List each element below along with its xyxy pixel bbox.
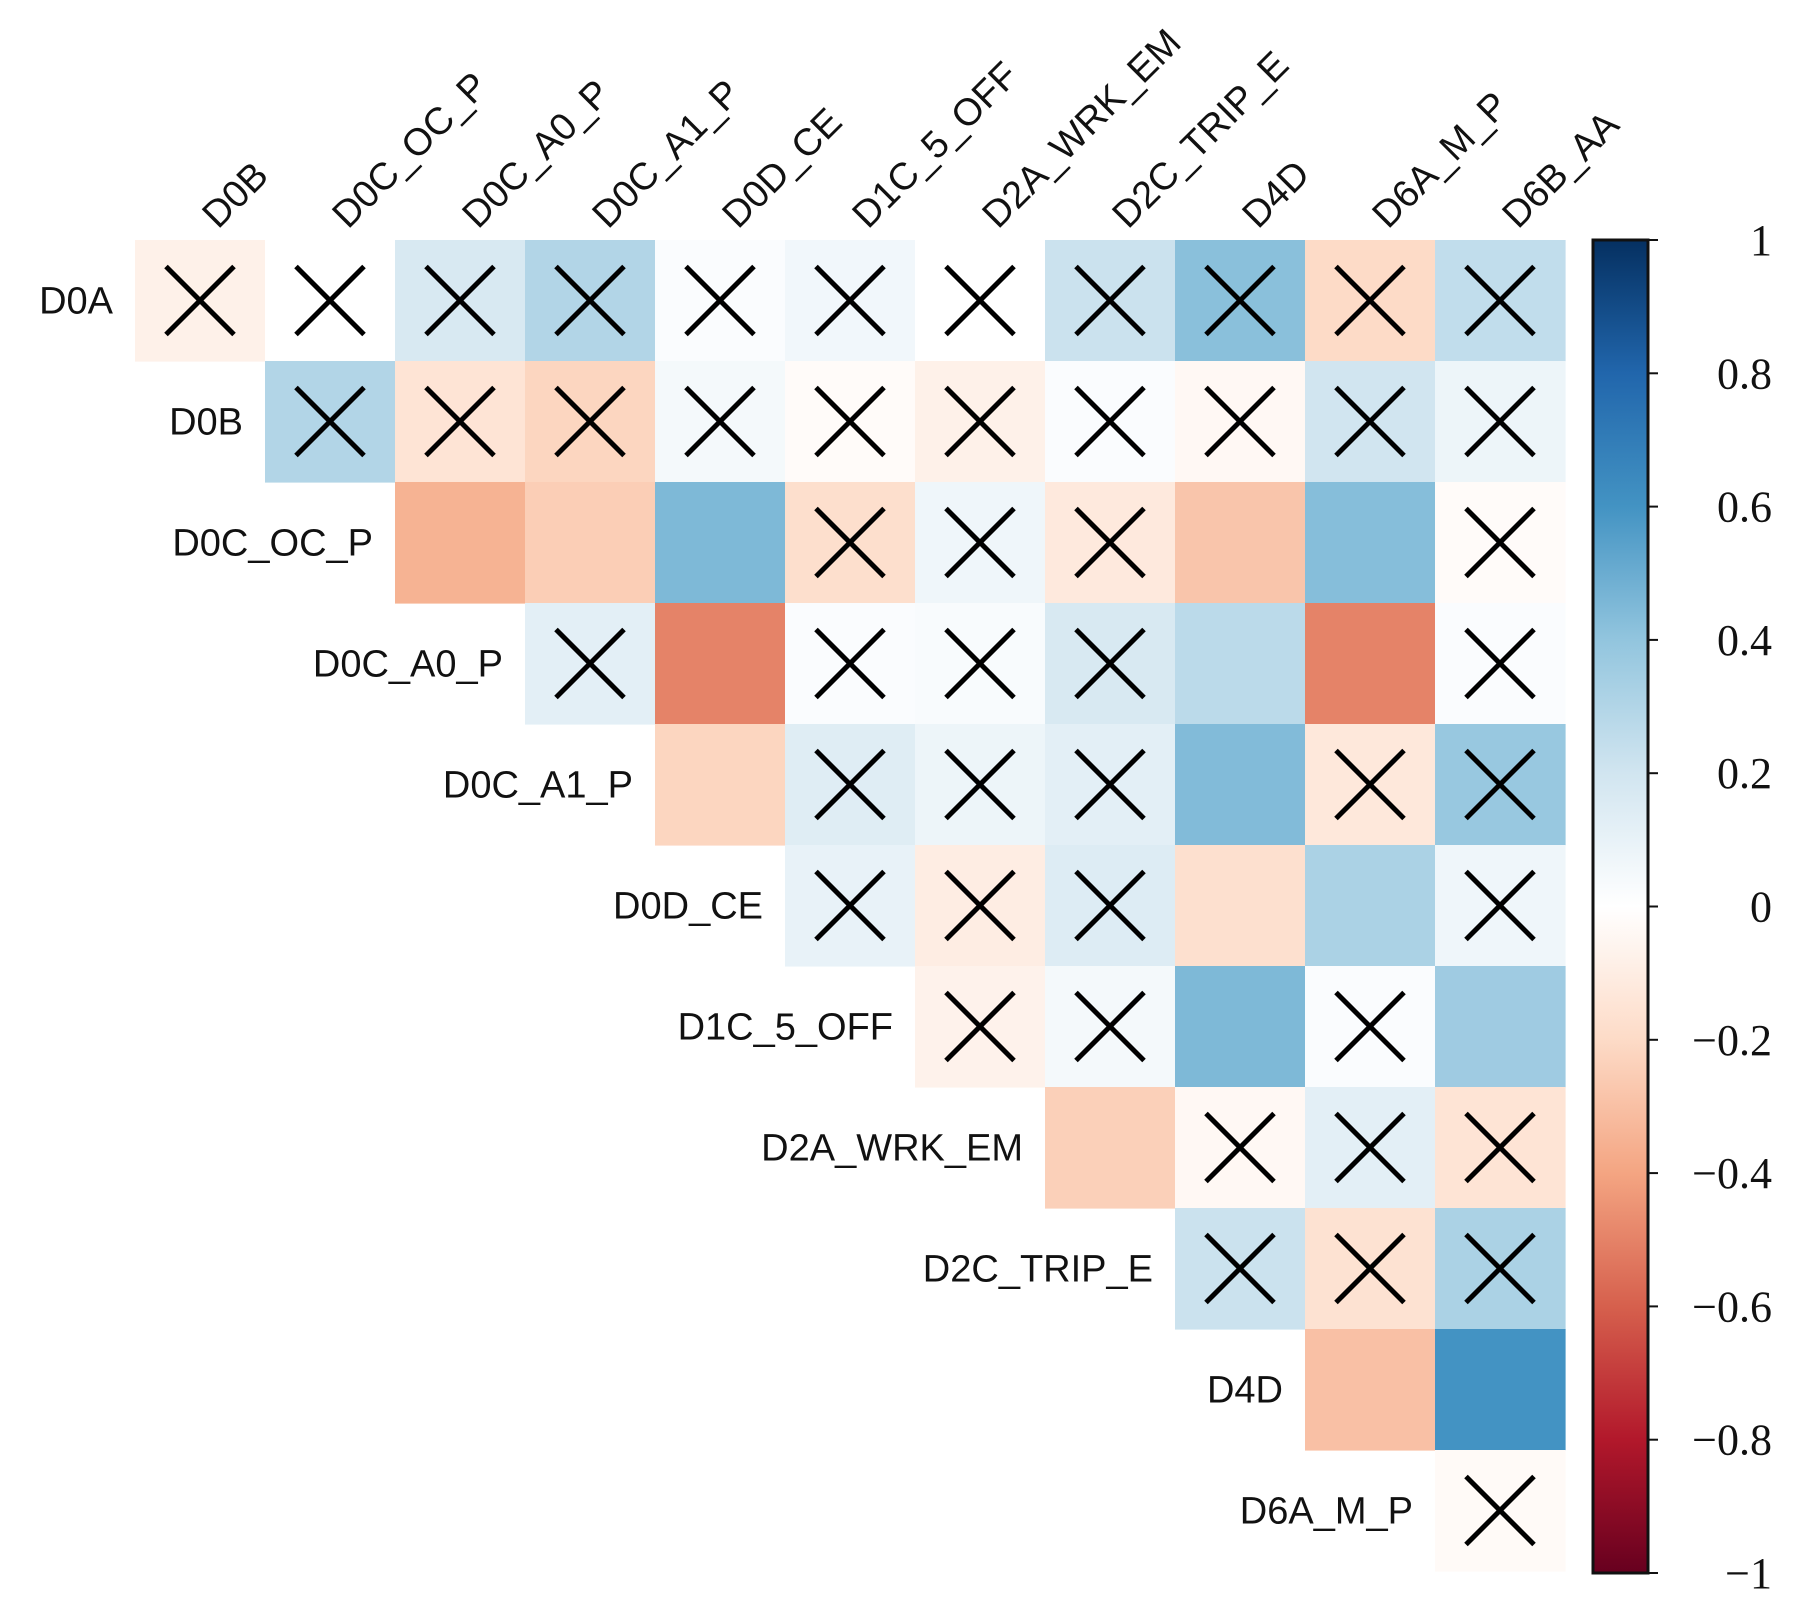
heatmap-cell: [1305, 966, 1436, 1088]
heatmap-cell: [1045, 724, 1176, 846]
row-label: D1C_5_OFF: [678, 1007, 893, 1049]
heatmap-cell: [525, 482, 656, 604]
row-label: D2C_TRIP_E: [923, 1249, 1153, 1291]
heatmap-cell: [1435, 966, 1566, 1088]
colorbar-tick-label: 0.4: [1717, 616, 1772, 665]
heatmap-cell: [525, 603, 656, 725]
heatmap-cell: [1305, 1208, 1436, 1330]
colorbar-tick-label: 1: [1750, 216, 1772, 265]
heatmap-cell: [265, 240, 396, 362]
heatmap-cell: [1435, 724, 1566, 846]
heatmap-cell: [1045, 603, 1176, 725]
heatmap-cell: [1045, 240, 1176, 362]
heatmap-cell: [785, 724, 916, 846]
colorbar-tick-label: −0.2: [1692, 1016, 1772, 1065]
heatmap-cell: [525, 240, 656, 362]
row-label: D6A_M_P: [1240, 1491, 1413, 1533]
heatmap-cell: [525, 361, 656, 483]
heatmap-cell: [915, 845, 1046, 967]
heatmap-cell: [1305, 240, 1436, 362]
column-label: D6B_AA: [1495, 103, 1628, 236]
heatmap-cell: [1045, 845, 1176, 967]
heatmap-cell: [785, 845, 916, 967]
heatmap-cell: [1175, 966, 1306, 1088]
row-label: D2A_WRK_EM: [761, 1128, 1023, 1170]
colorbar-tick-label: 0: [1750, 883, 1772, 932]
heatmap-cell: [265, 361, 396, 483]
heatmap-cell: [395, 482, 526, 604]
heatmap-cell: [395, 361, 526, 483]
heatmap-cell: [1305, 845, 1436, 967]
heatmap-cell: [1435, 240, 1566, 362]
colorbar-tick-label: −0.4: [1692, 1149, 1772, 1198]
heatmap-cell: [1045, 482, 1176, 604]
row-label: D0C_OC_P: [172, 523, 373, 565]
heatmap-cell: [1305, 603, 1436, 725]
heatmap-cell: [1175, 1208, 1306, 1330]
heatmap-cell: [1305, 361, 1436, 483]
heatmap-cell: [135, 240, 266, 362]
colorbar: 1 0.8 0.6 0.4 0.2 0 −0.2 −0.4 −0.6 −0.8 −1: [1591, 216, 1772, 1598]
row-label: D0B: [169, 402, 243, 444]
colorbar-gradient: [1591, 238, 1650, 1575]
heatmap-cell: [1435, 482, 1566, 604]
heatmap-cell: [395, 240, 526, 362]
heatmap-cell: [1435, 603, 1566, 725]
heatmap-cell: [915, 724, 1046, 846]
row-label: D0C_A1_P: [443, 765, 633, 807]
heatmap-cell: [1305, 482, 1436, 604]
heatmap-cell: [1175, 724, 1306, 846]
heatmap-cell: [1435, 845, 1566, 967]
heatmap-cell: [655, 724, 786, 846]
heatmap-cell: [1435, 1329, 1566, 1451]
colorbar-tick-label: −1: [1725, 1549, 1772, 1598]
heatmap-cell: [1435, 1208, 1566, 1330]
row-label: D4D: [1207, 1370, 1283, 1412]
heatmap-cell: [655, 603, 786, 725]
heatmap-cell: [1045, 361, 1176, 483]
heatmap-cell: [655, 482, 786, 604]
heatmap-cell: [1175, 603, 1306, 725]
colorbar-tick-label: −0.6: [1692, 1282, 1772, 1331]
colorbar-tick-label: −0.8: [1692, 1416, 1772, 1465]
heatmap-cell: [915, 361, 1046, 483]
heatmap-cell: [655, 361, 786, 483]
heatmap-cell: [1175, 845, 1306, 967]
heatmap-cell: [1175, 361, 1306, 483]
column-label: D0D_CE: [715, 101, 851, 237]
colorbar-tick-label: 0.6: [1717, 483, 1772, 532]
heatmap-cell: [915, 603, 1046, 725]
heatmap-cell: [785, 361, 916, 483]
column-label: D6A_M_P: [1365, 84, 1517, 236]
heatmap-cell: [1435, 361, 1566, 483]
heatmap-cell: [915, 240, 1046, 362]
colorbar-tick-label: 0.2: [1717, 749, 1772, 798]
heatmap-cell: [1045, 966, 1176, 1088]
row-label: D0D_CE: [613, 886, 763, 928]
heatmap-cell: [785, 482, 916, 604]
heatmap-cell: [915, 482, 1046, 604]
heatmap-cell: [1305, 724, 1436, 846]
heatmap-cell: [1175, 482, 1306, 604]
column-label: D4D: [1235, 153, 1318, 236]
heatmap-cell: [785, 603, 916, 725]
row-label: D0A: [39, 281, 114, 323]
heatmap-cells: [135, 240, 1566, 1572]
heatmap-cell: [1435, 1450, 1566, 1572]
heatmap-cell: [785, 240, 916, 362]
heatmap-cell: [655, 240, 786, 362]
row-label: D0C_A0_P: [313, 644, 503, 686]
heatmap-cell: [1045, 1087, 1176, 1209]
heatmap-cell: [1305, 1087, 1436, 1209]
heatmap-cell: [1435, 1087, 1566, 1209]
column-label: D0B: [195, 154, 277, 236]
heatmap-cell: [1175, 240, 1306, 362]
column-labels: D0B D0C_OC_PD0C_A0_PD0C_A1_PD0D_CED1C_5_O…: [195, 22, 1628, 237]
heatmap-cell: [915, 966, 1046, 1088]
heatmap-cell: [1305, 1329, 1436, 1451]
heatmap-cell: [1175, 1087, 1306, 1209]
colorbar-tick-label: 0.8: [1717, 349, 1772, 398]
row-labels: D0A D0B D0C_OC_P D0C_A0_P D0C_A1_P D0D_CE D1C_…: [39, 281, 1413, 1533]
